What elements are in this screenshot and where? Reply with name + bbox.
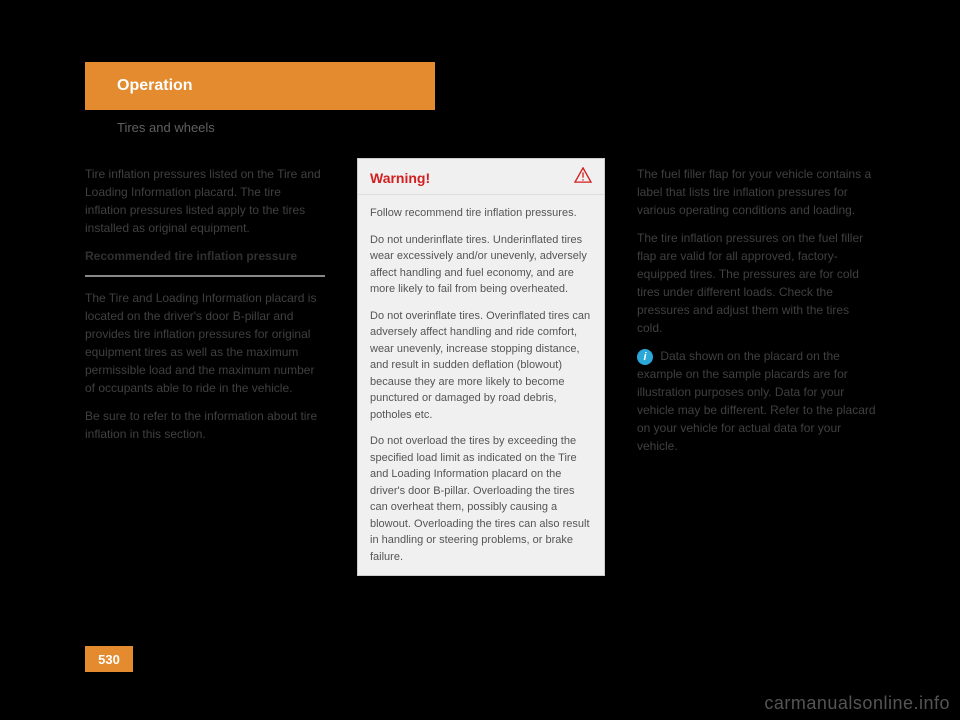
left-column: Tire inflation pressures listed on the T… <box>85 165 325 453</box>
warning-box: Warning! Follow recommend tire inflation… <box>357 158 605 576</box>
section-subtitle: Tires and wheels <box>117 120 215 135</box>
warning-body: Follow recommend tire inflation pressure… <box>358 195 604 575</box>
right-paragraph-1: The fuel filler flap for your vehicle co… <box>637 165 877 219</box>
page-number: 530 <box>85 646 133 672</box>
right-column: The fuel filler flap for your vehicle co… <box>637 165 877 465</box>
right-paragraph-2: The tire inflation pressures on the fuel… <box>637 229 877 337</box>
warning-triangle-icon <box>574 167 592 188</box>
left-paragraph-1: Tire inflation pressures listed on the T… <box>85 165 325 237</box>
warning-p2: Do not underinflate tires. Underinflated… <box>370 232 592 298</box>
watermark: carmanualsonline.info <box>764 693 950 714</box>
warning-p1: Follow recommend tire inflation pressure… <box>370 205 592 222</box>
section-header: Operation <box>85 62 435 110</box>
left-heading: Recommended tire inflation pressure <box>85 247 325 265</box>
left-paragraph-2: The Tire and Loading Information placard… <box>85 289 325 397</box>
warning-title: Warning! <box>370 170 430 186</box>
warning-p4: Do not overload the tires by exceeding t… <box>370 433 592 565</box>
info-note: i Data shown on the placard on the examp… <box>637 347 877 455</box>
warning-p3: Do not overinflate tires. Overinflated t… <box>370 308 592 424</box>
info-text: Data shown on the placard on the example… <box>637 349 876 453</box>
warning-header: Warning! <box>358 159 604 195</box>
divider <box>85 275 325 277</box>
left-paragraph-3: Be sure to refer to the information abou… <box>85 407 325 443</box>
info-icon: i <box>637 349 653 365</box>
section-title: Operation <box>117 77 193 95</box>
